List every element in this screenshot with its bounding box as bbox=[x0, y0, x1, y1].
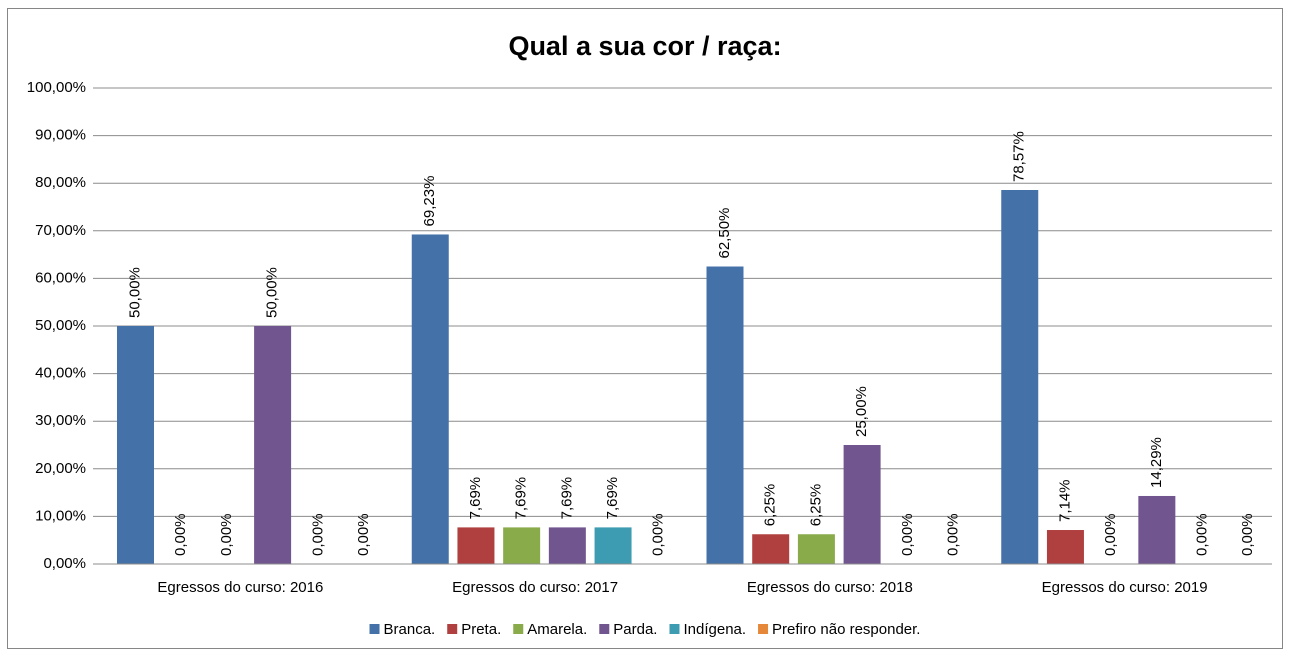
data-label: 0,00% bbox=[899, 513, 916, 556]
data-label: 7,69% bbox=[467, 477, 484, 520]
data-label: 7,69% bbox=[604, 477, 621, 520]
y-tick-label: 80,00% bbox=[35, 174, 86, 191]
legend-swatch bbox=[513, 624, 524, 634]
x-tick-label: Egressos do curso: 2017 bbox=[452, 579, 618, 596]
bar bbox=[797, 534, 835, 564]
data-label: 14,29% bbox=[1148, 437, 1165, 488]
bar bbox=[1138, 495, 1176, 564]
bar bbox=[843, 445, 881, 564]
data-label: 0,00% bbox=[650, 513, 667, 556]
y-tick-label: 50,00% bbox=[35, 317, 86, 334]
y-tick-label: 10,00% bbox=[35, 507, 86, 524]
data-label: 6,25% bbox=[807, 484, 824, 527]
bar bbox=[752, 534, 790, 564]
y-tick-label: 90,00% bbox=[35, 127, 86, 144]
bar bbox=[594, 527, 632, 564]
legend-label: Parda. bbox=[613, 621, 657, 638]
data-label: 78,57% bbox=[1011, 131, 1028, 182]
bar bbox=[548, 527, 586, 564]
data-label: 62,50% bbox=[716, 208, 733, 259]
bar bbox=[254, 326, 292, 564]
y-tick-label: 40,00% bbox=[35, 365, 86, 382]
data-label: 7,14% bbox=[1056, 479, 1073, 522]
data-label: 0,00% bbox=[1102, 513, 1119, 556]
legend-swatch bbox=[669, 624, 680, 634]
bar bbox=[1046, 530, 1084, 564]
legend-swatch bbox=[369, 624, 380, 634]
bar bbox=[1001, 190, 1039, 564]
legend-swatch bbox=[599, 624, 610, 634]
data-label: 50,00% bbox=[126, 267, 143, 318]
data-label: 0,00% bbox=[218, 513, 235, 556]
chart-title: Qual a sua cor / raça: bbox=[508, 31, 781, 61]
data-label: 7,69% bbox=[558, 477, 575, 520]
data-label: 0,00% bbox=[944, 513, 961, 556]
bar bbox=[117, 326, 154, 564]
x-tick-label: Egressos do curso: 2018 bbox=[747, 579, 913, 596]
bar bbox=[411, 234, 449, 564]
data-label: 0,00% bbox=[309, 513, 326, 556]
legend-label: Amarela. bbox=[527, 621, 587, 638]
data-label: 69,23% bbox=[421, 176, 438, 227]
y-tick-label: 30,00% bbox=[35, 412, 86, 429]
legend-label: Prefiro não responder. bbox=[772, 621, 920, 638]
legend-label: Preta. bbox=[461, 621, 501, 638]
data-label: 50,00% bbox=[264, 267, 281, 318]
y-tick-label: 60,00% bbox=[35, 269, 86, 286]
bar bbox=[706, 266, 744, 564]
legend-swatch bbox=[447, 624, 458, 634]
x-tick-label: Egressos do curso: 2016 bbox=[157, 579, 323, 596]
x-tick-label: Egressos do curso: 2019 bbox=[1042, 579, 1208, 596]
bar bbox=[503, 527, 541, 564]
chart-border bbox=[7, 8, 1283, 649]
y-tick-label: 0,00% bbox=[43, 555, 86, 572]
y-tick-label: 70,00% bbox=[35, 222, 86, 239]
y-tick-label: 100,00% bbox=[27, 79, 86, 96]
bar bbox=[457, 527, 495, 564]
data-label: 0,00% bbox=[355, 513, 372, 556]
y-tick-label: 20,00% bbox=[35, 460, 86, 477]
legend-label: Branca. bbox=[384, 621, 436, 638]
data-label: 25,00% bbox=[853, 386, 870, 437]
data-label: 6,25% bbox=[762, 484, 779, 527]
legend-label: Indígena. bbox=[683, 621, 746, 638]
data-label: 0,00% bbox=[172, 513, 189, 556]
legend-swatch bbox=[758, 624, 769, 634]
data-label: 7,69% bbox=[513, 477, 530, 520]
data-label: 0,00% bbox=[1239, 513, 1256, 556]
data-label: 0,00% bbox=[1194, 513, 1211, 556]
